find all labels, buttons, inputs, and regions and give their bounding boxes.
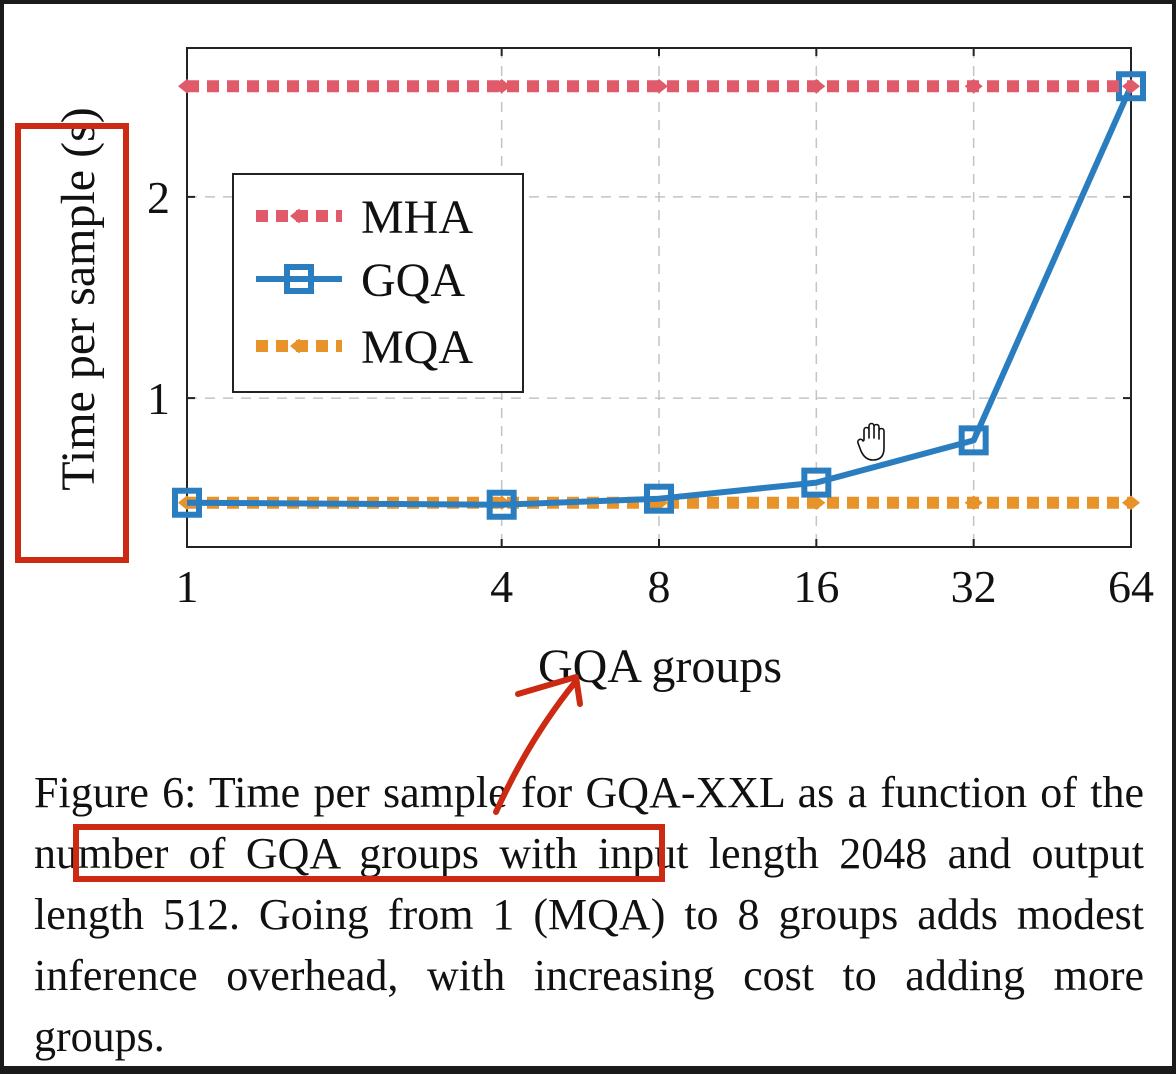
- y-tick-label: 1: [147, 373, 170, 424]
- legend-swatch-marker: [290, 208, 308, 224]
- data-point-gqa: [644, 483, 674, 514]
- data-point-mqa: [1122, 495, 1140, 510]
- screenshot-frame: 1 4 8 16 32 64 1 2 GQA groups Time per sample (s)…: [4, 4, 1172, 1066]
- legend-item-gqa: GQA: [256, 254, 465, 307]
- series-line-gqa: [186, 84, 1134, 508]
- x-tick-label: 64: [1108, 561, 1154, 612]
- data-point-mha: [1122, 79, 1140, 94]
- data-point-gqa: [486, 489, 517, 520]
- x-tick-label: 16: [793, 561, 839, 612]
- legend: MHA GQA MQA: [232, 173, 524, 393]
- x-tick-label: 8: [648, 561, 671, 612]
- series-gqa: [172, 71, 1146, 520]
- legend-label: MHA: [361, 191, 473, 244]
- x-tick-label: 4: [490, 561, 513, 612]
- legend-label: MQA: [361, 321, 473, 374]
- series-mha: [178, 79, 1140, 94]
- data-point-mha: [807, 79, 826, 94]
- data-point-mha: [964, 79, 983, 94]
- legend-swatch-marker: [284, 264, 314, 294]
- data-point-mqa: [807, 495, 826, 510]
- legend-label: GQA: [361, 254, 465, 307]
- legend-swatch-marker: [290, 338, 308, 354]
- x-tick-label: 32: [951, 561, 997, 612]
- data-point-mha: [650, 79, 668, 94]
- caption-pre: Figure 6: Time per sample for GQA-XXL as…: [34, 768, 1091, 817]
- data-point-mha: [178, 79, 196, 94]
- data-point-mqa: [964, 495, 983, 510]
- x-tick-label: 1: [176, 561, 199, 612]
- legend-item-mqa: MQA: [256, 321, 473, 374]
- y-tick-label: 2: [147, 172, 170, 223]
- y-axis-label: Time per sample (s): [52, 107, 105, 491]
- x-axis-label: GQA groups: [538, 640, 782, 693]
- data-point-gqa: [958, 425, 989, 456]
- legend-item-mha: MHA: [256, 191, 473, 244]
- chart: 1 4 8 16 32 64 1 2 GQA groups Time per sample (s)…: [52, 47, 1154, 693]
- data-point-mha: [492, 79, 511, 94]
- data-point-gqa: [172, 487, 202, 518]
- data-point-gqa: [801, 467, 832, 498]
- figure-caption: Figure 6: Time per sample for GQA-XXL as…: [34, 762, 1144, 1067]
